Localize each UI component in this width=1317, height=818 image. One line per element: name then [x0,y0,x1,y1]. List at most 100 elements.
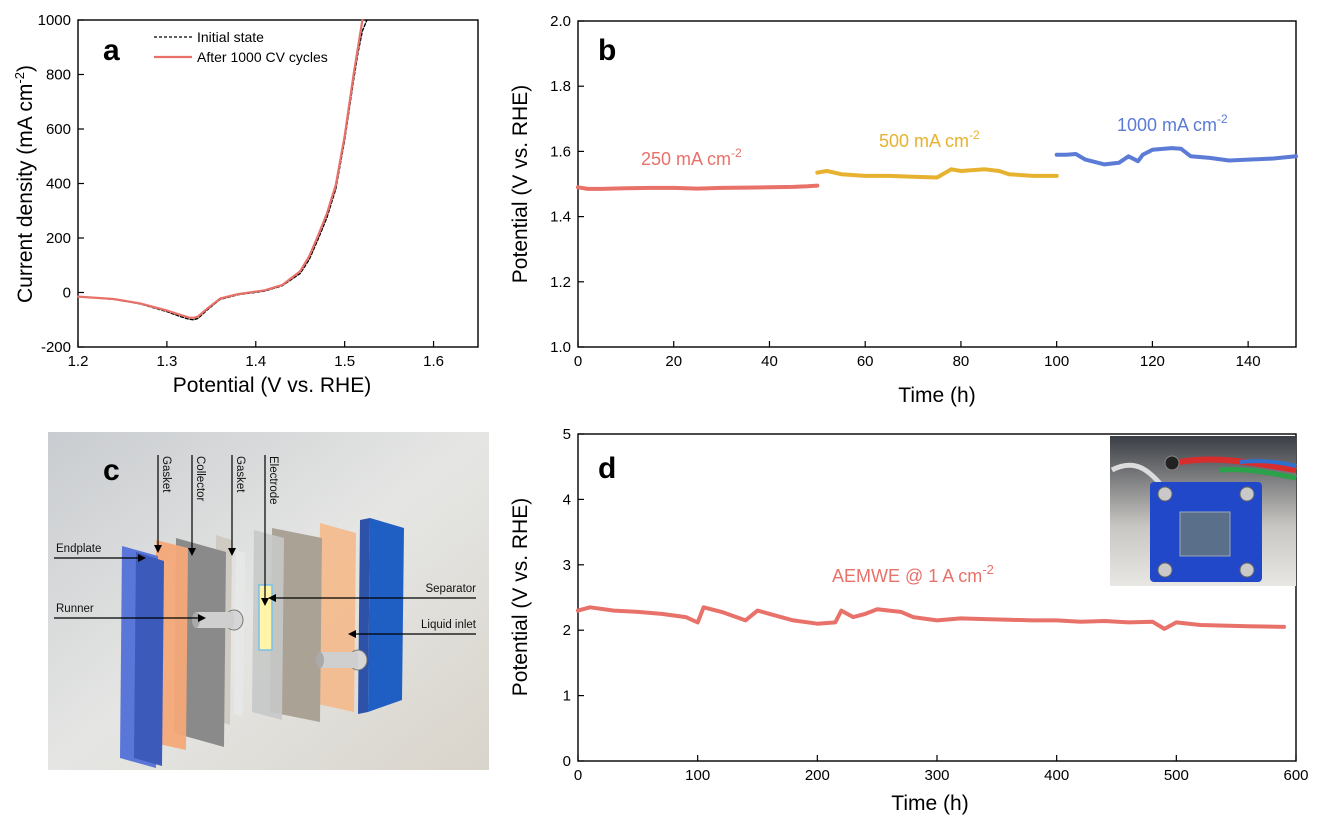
label-runner: Runner [56,603,94,615]
arrow-gasket-1 [154,545,162,553]
panel-a-ytick-label-0: -200 [41,339,71,356]
inset-photo-bolts [1157,486,1255,578]
panel-b-ytick-label-3: 1.6 [550,143,571,160]
panel-a-ytick-label-3: 400 [46,176,71,193]
gasket-right-plate [318,523,356,712]
arrow-collector [188,548,196,556]
panel-b-ylabel: Potential (V vs. RHE) [509,85,532,283]
panel-d-label: d [598,452,616,485]
legend-after-label: After 1000 CV cycles [197,49,328,65]
panel-d-ytick-label-0: 0 [563,753,571,770]
panel-d-ylabel: Potential (V vs. RHE) [509,498,532,696]
panel-a: 1.2 1.3 1.4 1.5 1.6 -200 0 200 400 600 800 1000 a I… [12,12,479,397]
inset-bolt-tr [1239,486,1255,502]
label-separator: Separator [425,583,476,595]
panel-d-xlabel: Time (h) [891,792,968,815]
arrow-separator [268,594,276,602]
panel-a-xtick-label-0: 1.2 [68,353,89,370]
panel-c-label: c [103,454,120,487]
panel-a-series-1 [76,18,364,319]
panel-d-series-0 [576,605,1286,631]
panel-d-ytick-label-2: 2 [563,622,571,639]
panel-d: 0 100 200 300 400 500 600 0 1 2 3 4 5 d AEMWE @ 1 A … [509,426,1309,815]
panel-a-frame [77,19,479,348]
panel-a-ylabel-sup: -2 [12,72,27,84]
panel-d-xtick-label-4: 400 [1044,767,1069,784]
arrow-endplate [138,554,146,562]
inset-photo-cell-window [1179,511,1231,557]
panel-a-label: a [103,34,120,67]
panel-d-xtick-label-6: 600 [1283,767,1308,784]
endplate-right-plate [368,518,404,712]
panel-b-ytick-label-4: 1.8 [550,78,571,95]
label-gasket-1: Gasket [160,456,172,493]
panel-d-xtick-label-0: 0 [574,767,582,784]
panel-b-series-1 [815,167,1059,180]
panel-d-xtick-label-3: 300 [924,767,949,784]
panel-b-xlabel: Time (h) [898,384,975,407]
panel-b-xtick-label-0: 0 [574,353,582,370]
annotation-500-sup: -2 [969,128,980,142]
arrow-runner [198,614,206,622]
inset-photo-cable-red [1174,456,1297,473]
panel-b-frame [577,20,1297,348]
annotation-500: 500 mA cm-2 [879,128,980,151]
panel-b-ytick-label-0: 1.0 [550,339,571,356]
annotation-250: 250 mA cm-2 [641,146,742,169]
arrow-gasket-2 [228,548,236,556]
panel-b-xtick-label-2: 40 [761,353,778,370]
annotation-aemwe-text: AEMWE @ 1 A cm [832,566,982,586]
panel-a-ylabel: Current density (mA cm-2) [12,65,37,303]
panel-b-ytick-label-5: 2.0 [550,13,571,30]
panel-a-ylabel-main: Current density (mA cm [14,84,37,303]
panel-b-xtick-label-4: 80 [953,353,970,370]
annotation-1000-text: 1000 mA cm [1117,115,1217,135]
bolt-left [192,609,244,631]
inset-bolt-bl [1157,562,1173,578]
inset-photo-terminal [1164,455,1180,471]
inset-photo-cable-green [1219,467,1297,481]
panel-b-ytick-label-2: 1.4 [550,209,571,226]
arrow-liquid-inlet [348,630,356,638]
panel-b-xtick-label-6: 120 [1140,353,1165,370]
inset-photo-electrolyzer [1110,436,1297,586]
endplate-right-side [358,518,370,714]
label-collector: Collector [194,456,206,502]
leader-arrowheads [138,545,356,638]
panel-a-xtick-label-1: 1.3 [156,353,177,370]
panel-b-xtick-label-5: 100 [1044,353,1069,370]
panel-b-xtick-label-7: 140 [1236,353,1261,370]
panel-a-ytick-label-2: 200 [46,230,71,247]
panel-c-schematic: c [48,432,489,770]
panel-a-xlabel: Potential (V vs. RHE) [173,374,371,397]
inset-bolt-br [1239,562,1255,578]
panel-d-xtick-label-1: 100 [685,767,710,784]
panel-a-ytick-label-6: 1000 [38,12,71,29]
panel-b-series-0 [576,183,820,191]
panel-d-ytick-label-5: 5 [563,426,571,443]
panel-a-ytick-label-4: 600 [46,121,71,138]
panel-b-xtick-label-1: 20 [665,353,682,370]
panel-d-xtick-label-5: 500 [1164,767,1189,784]
panel-b: 0 20 40 60 80 100 120 140 1.0 1.2 1.4 1.6 1.8 2.0 b 2… [509,13,1298,407]
panel-d-ytick-label-3: 3 [563,557,571,574]
inset-bolt-tl [1157,486,1173,502]
endplate-left-front [134,552,164,766]
legend-initial-label: Initial state [197,29,264,45]
annotation-1000: 1000 mA cm-2 [1117,112,1228,135]
panel-a-ylabel-close: ) [14,65,37,72]
panel-b-label: b [598,34,616,67]
panel-a-xtick-label-4: 1.6 [423,353,444,370]
panel-a-xtick-label-3: 1.5 [334,353,355,370]
label-electrode: Electrode [267,456,279,505]
panel-a-ytick-label-1: 0 [63,285,71,302]
electrode-plate [234,550,245,717]
panel-a-xtick-label-2: 1.4 [245,353,266,370]
panel-d-xtick-label-2: 200 [805,767,830,784]
label-gasket-2: Gasket [234,456,246,493]
panel-d-ytick-label-1: 1 [563,688,571,705]
label-liquid-inlet: Liquid inlet [421,619,477,631]
annotation-250-sup: -2 [731,146,742,160]
panel-b-ytick-label-1: 1.2 [550,274,571,291]
